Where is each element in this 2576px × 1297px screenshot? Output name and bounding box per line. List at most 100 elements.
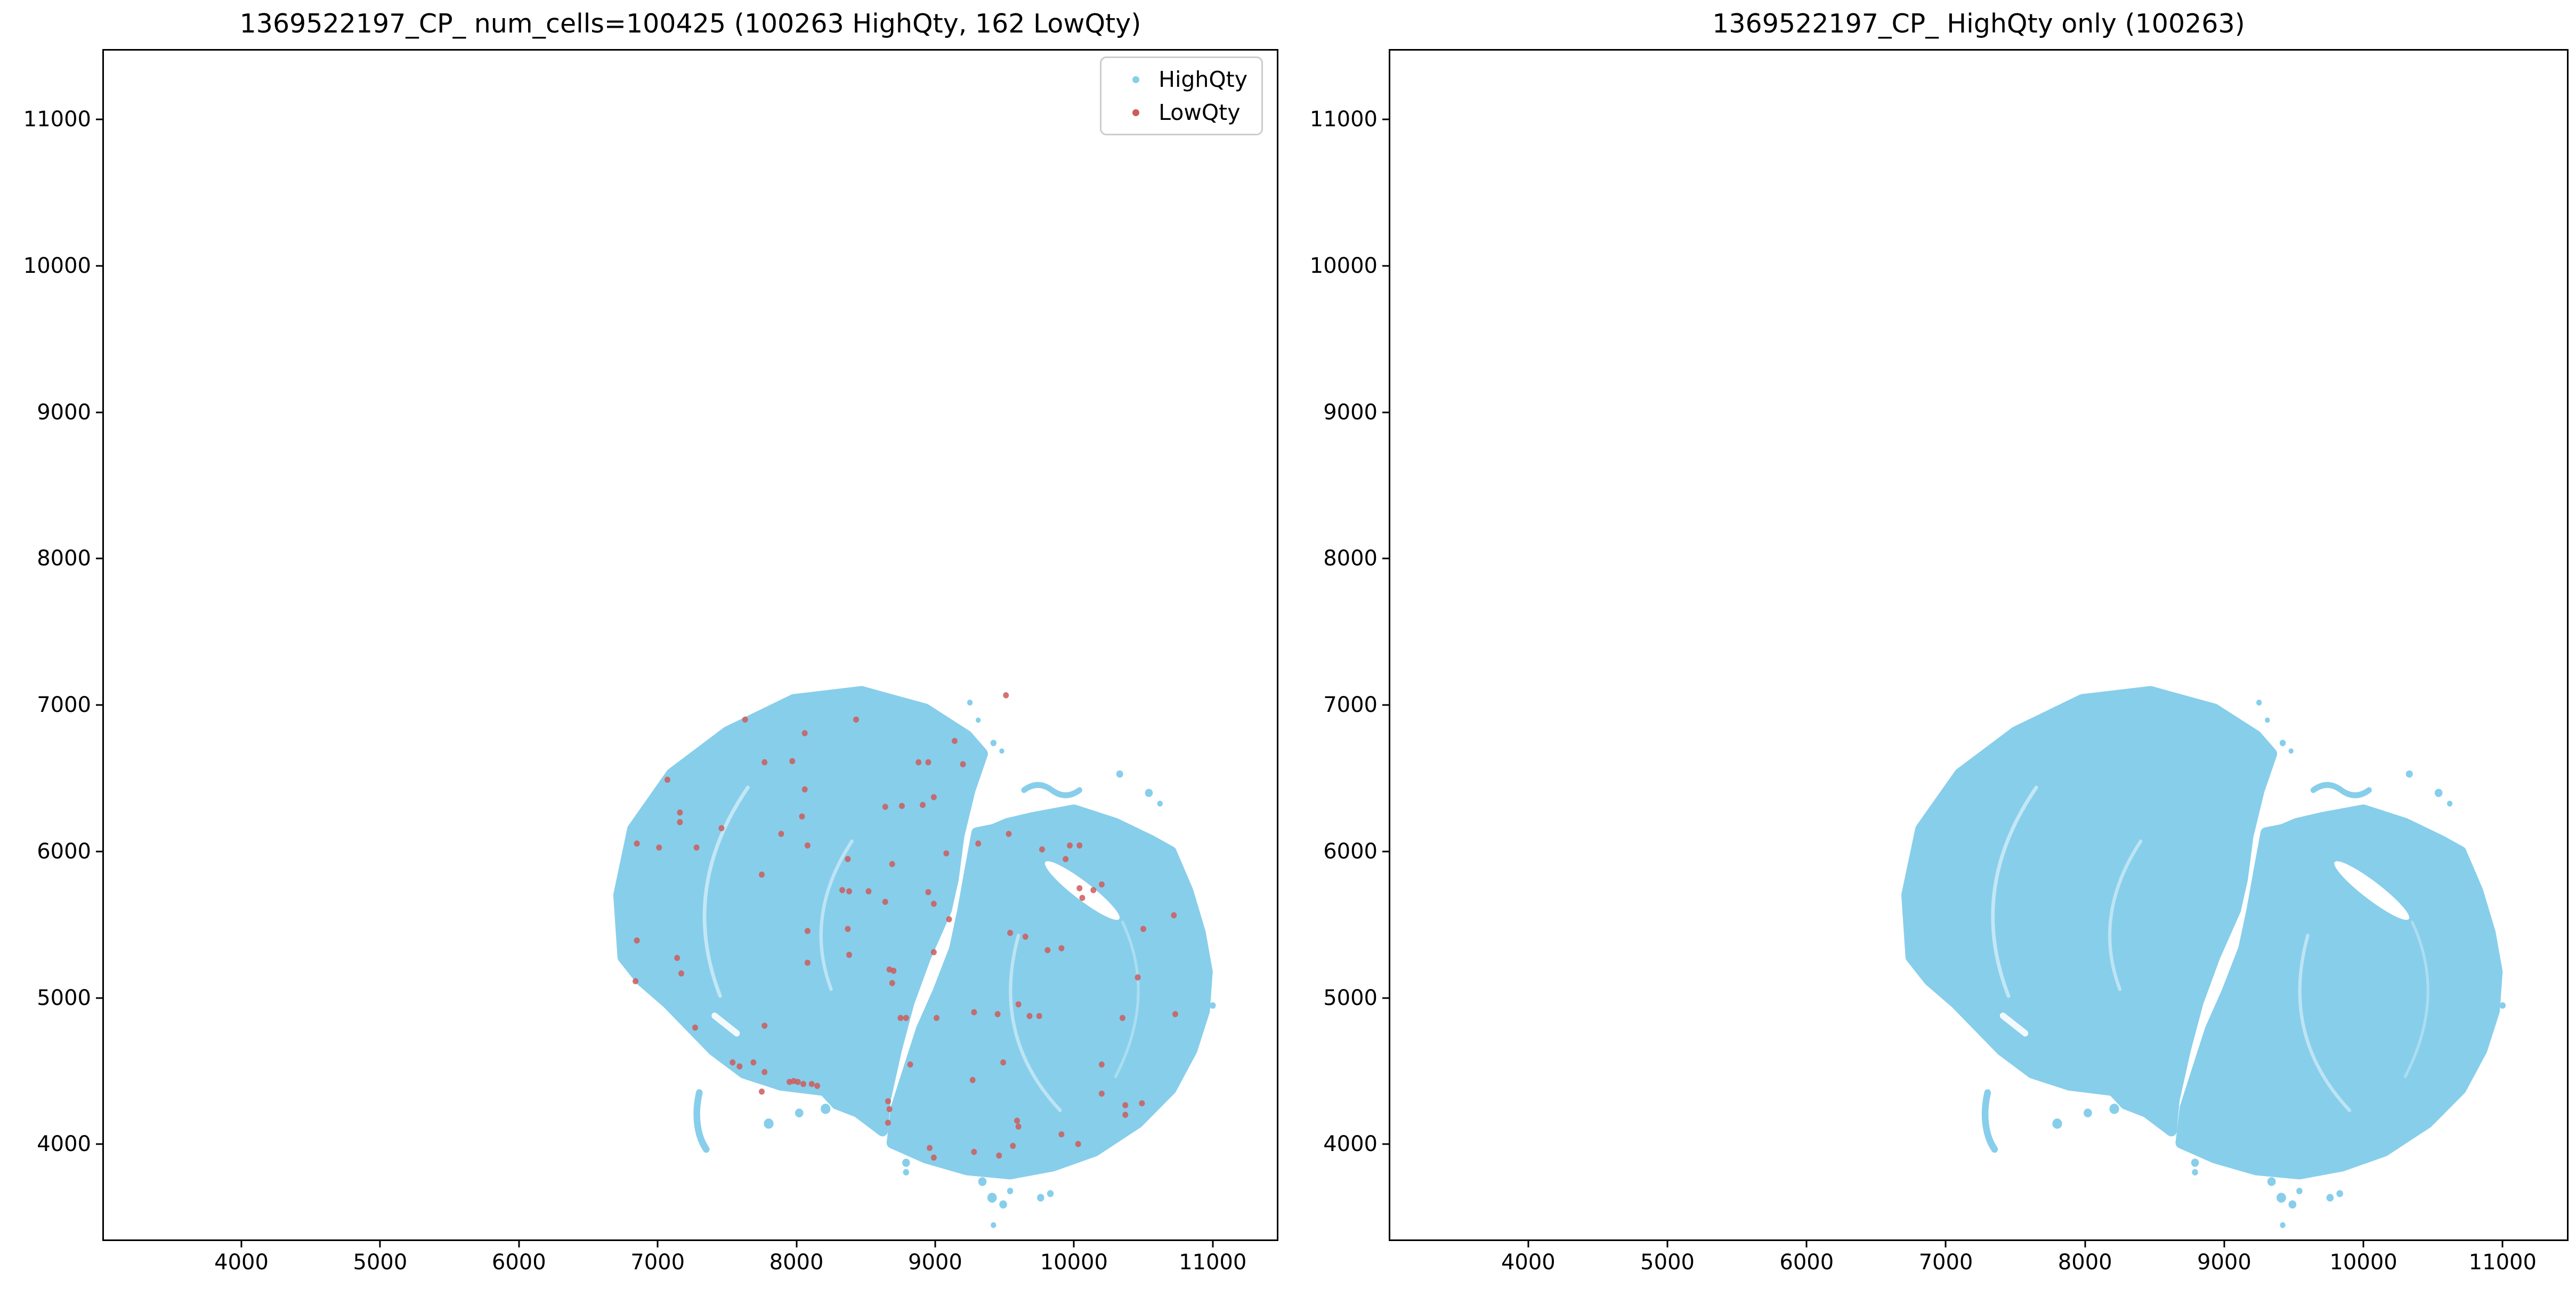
- lowqty-point: [778, 831, 784, 837]
- highqty-point-cloud: [1907, 692, 2506, 1228]
- y-tick-label: 5000: [1323, 985, 1378, 1010]
- legend-item-lowqty: LowQty: [1116, 98, 1248, 127]
- lowqty-point: [677, 809, 683, 816]
- lowqty-point: [1098, 881, 1105, 888]
- lowqty-point: [1076, 842, 1083, 849]
- lowqty-point: [1014, 1117, 1020, 1124]
- lowqty-point: [1015, 1001, 1022, 1008]
- x-tick-mark: [796, 1239, 798, 1247]
- y-tick-mark: [1382, 997, 1390, 999]
- lowqty-point: [886, 1106, 893, 1113]
- x-tick-label: 7000: [630, 1250, 685, 1275]
- lowqty-point: [898, 802, 905, 809]
- x-tick-mark: [240, 1239, 242, 1247]
- y-tick-label: 8000: [37, 546, 91, 571]
- y-tick-mark: [1382, 411, 1390, 414]
- x-tick-mark: [2362, 1239, 2364, 1247]
- lowqty-point: [677, 819, 683, 825]
- lowqty-point: [960, 761, 966, 767]
- lowqty-point: [742, 716, 748, 723]
- right-plot-axes: 4000 5000 6000 7000 8000 9000 10000 11000 4000 50…: [1310, 49, 2569, 1274]
- lowqty-point: [758, 871, 765, 878]
- lowqty-point: [885, 1098, 891, 1105]
- lowqty-point: [897, 1015, 904, 1022]
- lowqty-point: [762, 1069, 768, 1075]
- lowqty-point: [674, 954, 681, 961]
- y-tick-label: 8000: [1323, 546, 1378, 571]
- lowqty-point: [814, 1083, 821, 1089]
- lowqty-point: [903, 1015, 909, 1022]
- lowqty-point: [846, 952, 852, 958]
- x-tick-mark: [934, 1239, 936, 1247]
- lowqty-point: [996, 1152, 1002, 1159]
- right-plot-scatter: [1390, 51, 2567, 1239]
- lowqty-point: [930, 1154, 937, 1161]
- x-tick-label: 11000: [2468, 1250, 2537, 1275]
- lowqty-point: [1044, 947, 1051, 953]
- lowqty-point: [943, 850, 950, 857]
- y-tick-mark: [96, 850, 104, 853]
- lowqty-point: [930, 794, 937, 800]
- y-tick-label: 4000: [1323, 1132, 1378, 1157]
- lowqty-point: [1119, 1015, 1125, 1022]
- lowqty-point: [934, 1015, 940, 1022]
- lowqty-point: [634, 840, 640, 847]
- lowqty-point: [930, 949, 937, 955]
- lowqty-point: [801, 730, 808, 736]
- y-tick-label: 7000: [1323, 693, 1378, 718]
- y-tick-mark: [96, 997, 104, 999]
- lowqty-point: [1039, 846, 1045, 853]
- lowqty-point: [750, 1059, 757, 1066]
- lowqty-point: [882, 898, 888, 905]
- lowqty-point: [762, 1023, 768, 1029]
- lowqty-point: [1139, 1100, 1145, 1107]
- lowqty-point: [839, 887, 845, 894]
- x-tick-label: 5000: [1640, 1250, 1695, 1275]
- lowqty-point: [1140, 926, 1146, 933]
- lowqty-point: [1075, 1141, 1081, 1147]
- lowqty-point: [664, 776, 670, 783]
- lowqty-point: [789, 758, 796, 765]
- y-tick-mark: [1382, 850, 1390, 853]
- lowqty-point: [1000, 1059, 1006, 1066]
- lowqty-point: [889, 980, 895, 986]
- lowqty-point: [907, 1061, 913, 1068]
- lowqty-point: [916, 759, 922, 766]
- lowqty-point: [971, 1148, 977, 1155]
- y-tick-label: 9000: [1323, 400, 1378, 425]
- lowqty-point: [1067, 842, 1073, 849]
- y-tick-label: 10000: [23, 253, 91, 278]
- x-tick-label: 10000: [1040, 1250, 1108, 1275]
- lowqty-point: [656, 844, 662, 851]
- lowqty-point: [846, 888, 852, 895]
- lowqty-point: [808, 1081, 815, 1087]
- lowqty-point: [865, 888, 872, 895]
- lowqty-point: [804, 928, 811, 934]
- y-tick-mark: [96, 411, 104, 414]
- lowqty-point: [1098, 1090, 1105, 1097]
- y-tick-label: 9000: [37, 400, 91, 425]
- y-tick-label: 10000: [1309, 253, 1378, 278]
- y-tick-mark: [96, 557, 104, 560]
- lowqty-point: [994, 1011, 1001, 1017]
- x-tick-label: 8000: [769, 1250, 824, 1275]
- legend-label-lowqty: LowQty: [1159, 100, 1241, 125]
- lowqty-point: [1007, 929, 1014, 936]
- lowqty-point: [1058, 945, 1065, 952]
- y-tick-label: 11000: [23, 107, 91, 132]
- lowqty-point: [1171, 912, 1177, 919]
- x-tick-mark: [1805, 1239, 1808, 1247]
- x-tick-label: 8000: [2057, 1250, 2112, 1275]
- y-tick-mark: [96, 118, 104, 120]
- x-tick-mark: [518, 1239, 520, 1247]
- lowqty-point: [736, 1063, 743, 1070]
- x-tick-label: 4000: [214, 1250, 269, 1275]
- lowqty-point: [1006, 831, 1012, 837]
- lowqty-point: [633, 978, 638, 985]
- lowqty-point: [1063, 856, 1069, 862]
- lowqty-point: [1135, 974, 1141, 980]
- y-tick-mark: [1382, 265, 1390, 267]
- legend-label-highqty: HighQty: [1159, 67, 1248, 92]
- lowqty-point: [718, 825, 725, 831]
